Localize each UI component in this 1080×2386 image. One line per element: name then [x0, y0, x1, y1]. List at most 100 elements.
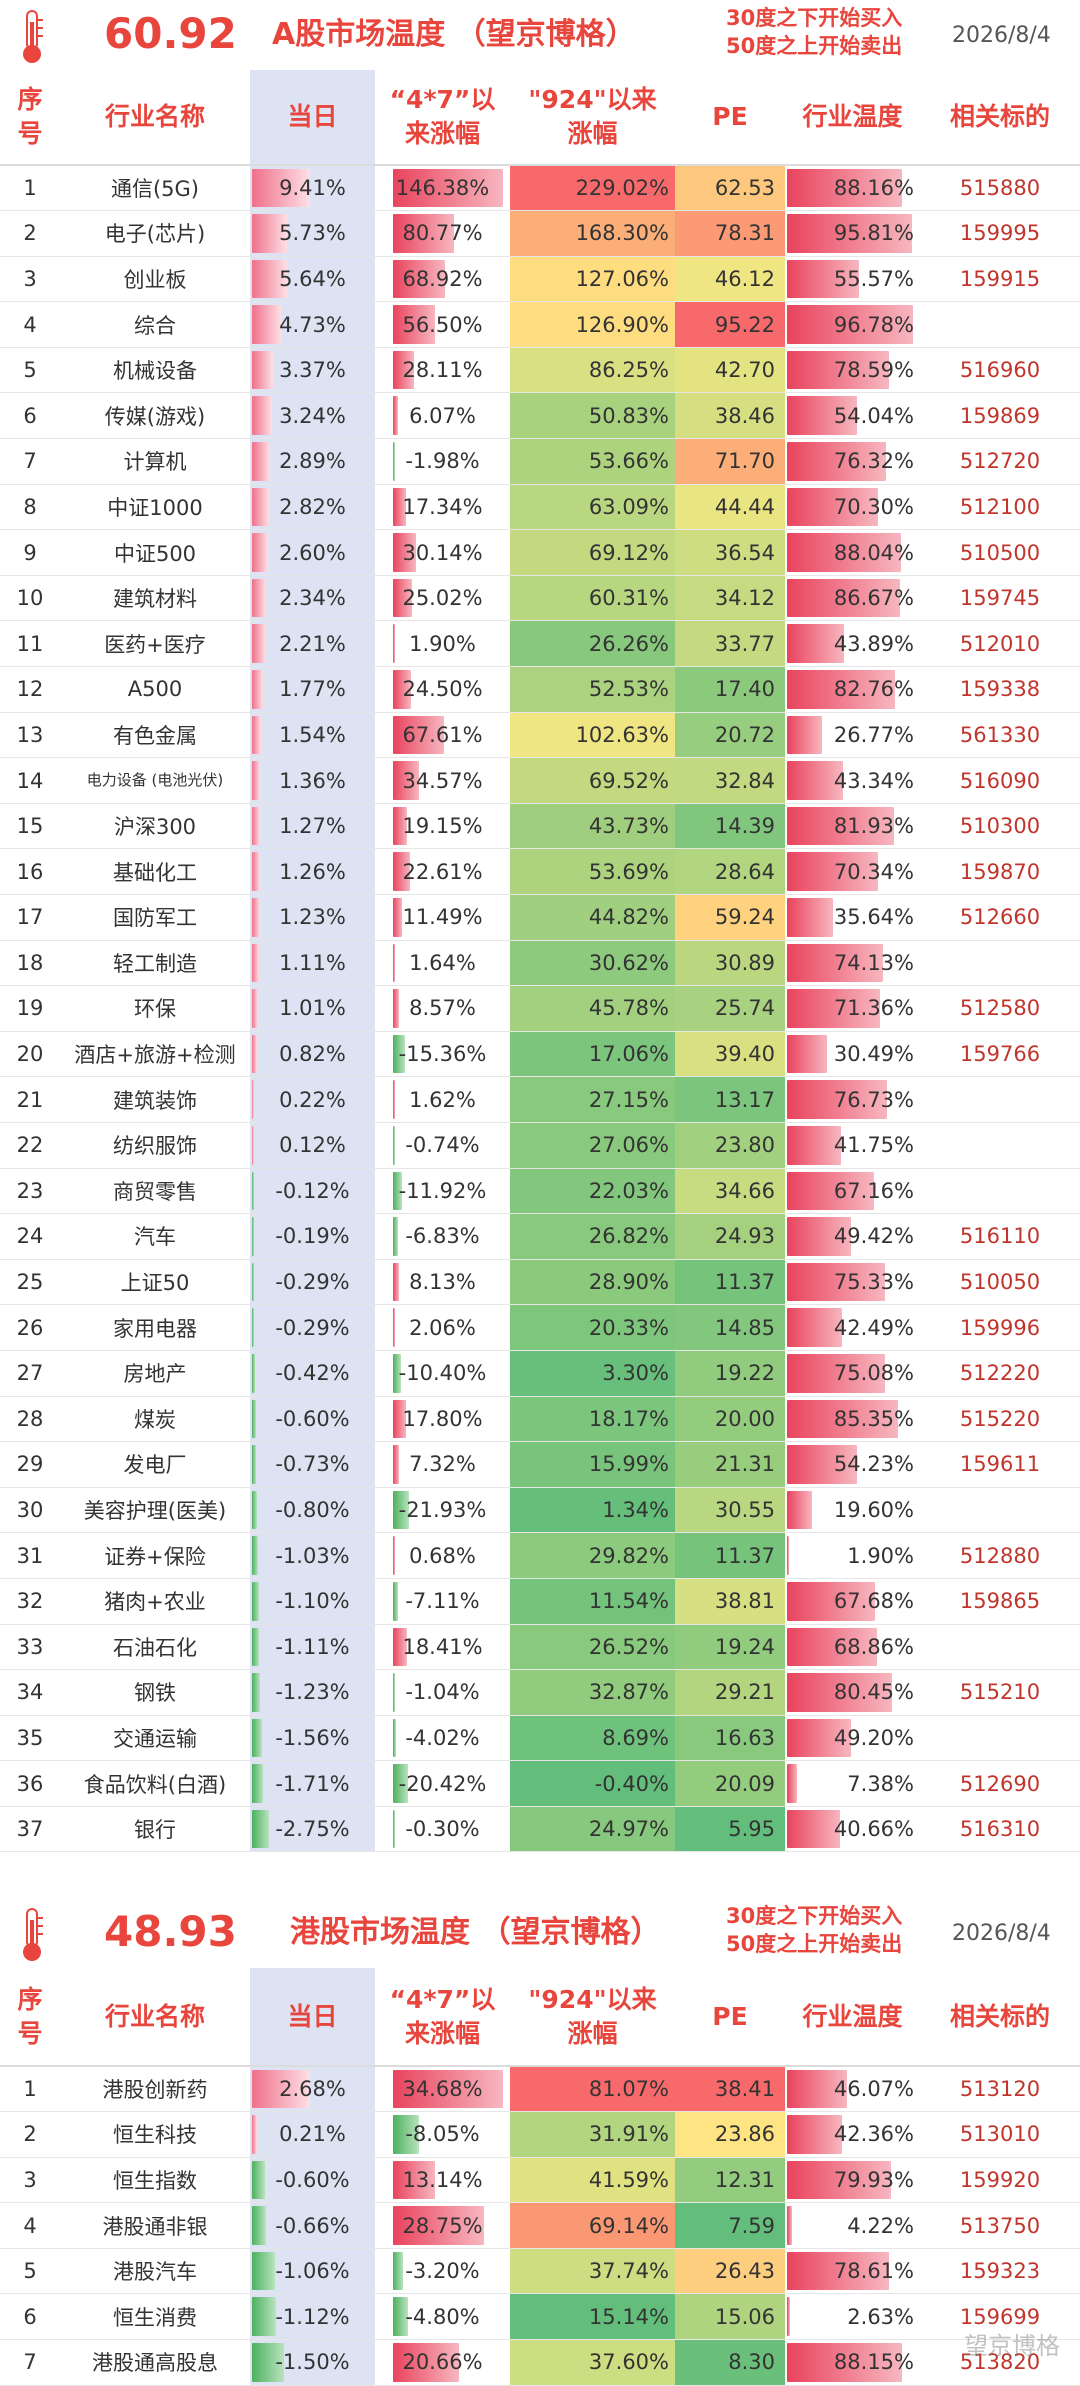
related-code[interactable]: 515220 — [920, 1396, 1080, 1443]
since-47-bar — [393, 487, 407, 527]
table-row[interactable]: 2 恒生科技 0.21% -8.05% 31.91% 23.86 42.36% 513010 — [0, 2111, 1080, 2158]
table-row[interactable]: 1 港股创新药 2.68% 34.68% 81.07% 38.41 46.07% 513120 — [0, 2066, 1080, 2113]
table-row[interactable]: 36 食品饮料(白酒) -1.71% -20.42% -0.40% 20.09 7.38% 5… — [0, 1760, 1080, 1807]
since-47-bar — [393, 898, 402, 937]
table-row[interactable]: 10 建筑材料 2.34% 25.02% 60.31% 34.12 86.67% 159745 — [0, 575, 1080, 622]
table-row[interactable]: 5 机械设备 3.37% 28.11% 86.25% 42.70 78.59% 516960 — [0, 347, 1080, 394]
since-47-value: -0.74% — [405, 1133, 480, 1158]
related-code[interactable]: 159766 — [920, 1031, 1080, 1078]
related-code[interactable]: 510300 — [920, 803, 1080, 850]
table-row[interactable]: 3 恒生指数 -0.60% 13.14% 41.59% 12.31 79.93% 159920 — [0, 2157, 1080, 2204]
related-code[interactable]: 512010 — [920, 620, 1080, 668]
daily-change-bar — [252, 806, 260, 846]
related-code[interactable] — [920, 940, 1080, 987]
related-code[interactable] — [920, 1487, 1080, 1534]
related-code[interactable]: 159995 — [920, 210, 1080, 257]
related-code[interactable]: 512690 — [920, 1760, 1080, 1807]
related-code[interactable] — [920, 301, 1080, 348]
related-code[interactable]: 515210 — [920, 1669, 1080, 1716]
table-row[interactable]: 18 轻工制造 1.11% 1.64% 30.62% 30.89 74.13% — [0, 940, 1080, 987]
table-row[interactable]: 6 传媒(游戏) 3.24% 6.07% 50.83% 38.46 54.04% 159869 — [0, 392, 1080, 440]
related-code[interactable]: 159920 — [920, 2157, 1080, 2204]
related-code[interactable]: 159338 — [920, 666, 1080, 713]
related-code[interactable]: 159611 — [920, 1441, 1080, 1488]
table-row[interactable]: 15 沪深300 1.27% 19.15% 43.73% 14.39 81.93% 51030… — [0, 803, 1080, 850]
related-code[interactable] — [920, 1168, 1080, 1215]
industry-temperature-bar — [787, 1627, 877, 1667]
related-code[interactable]: 159869 — [920, 392, 1080, 440]
table-row[interactable]: 14 电力设备 (电池光伏) 1.36% 34.57% 69.52% 32.84 43.34… — [0, 757, 1080, 804]
related-code[interactable]: 159870 — [920, 848, 1080, 895]
table-row[interactable]: 19 环保 1.01% 8.57% 45.78% 25.74 71.36% 512580 — [0, 985, 1080, 1032]
table-row[interactable]: 25 上证50 -0.29% 8.13% 28.90% 11.37 75.33% 510050 — [0, 1259, 1080, 1306]
since-47-change: -10.40% — [375, 1350, 510, 1397]
related-code[interactable]: 516110 — [920, 1213, 1080, 1260]
daily-change-value: -1.06% — [275, 2259, 350, 2284]
table-row[interactable]: 7 计算机 2.89% -1.98% 53.66% 71.70 76.32% 512720 — [0, 438, 1080, 485]
industry-temperature: 67.68% — [785, 1578, 920, 1625]
table-row[interactable]: 3 创业板 5.64% 68.92% 127.06% 46.12 55.57% 159915 — [0, 256, 1080, 303]
related-code[interactable] — [920, 1122, 1080, 1169]
related-code[interactable] — [920, 1715, 1080, 1762]
table-row[interactable]: 29 发电厂 -0.73% 7.32% 15.99% 21.31 54.23% 159611 — [0, 1441, 1080, 1488]
related-code[interactable]: 159323 — [920, 2248, 1080, 2295]
table-row[interactable]: 37 银行 -2.75% -0.30% 24.97% 5.95 40.66% 516310 — [0, 1806, 1080, 1853]
table-row[interactable]: 2 电子(芯片) 5.73% 80.77% 168.30% 78.31 95.81% 1599… — [0, 210, 1080, 257]
table-row[interactable]: 20 酒店+旅游+检测 0.82% -15.36% 17.06% 39.40 30.49% 1… — [0, 1031, 1080, 1078]
related-code[interactable]: 515880 — [920, 165, 1080, 212]
table-row[interactable]: 24 汽车 -0.19% -6.83% 26.82% 24.93 49.42% 516110 — [0, 1213, 1080, 1260]
related-code[interactable]: 513010 — [920, 2111, 1080, 2158]
table-row[interactable]: 11 医药+医疗 2.21% 1.90% 26.26% 33.77 43.89% 512010 — [0, 620, 1080, 668]
related-code[interactable]: 513120 — [920, 2066, 1080, 2113]
related-code[interactable]: 512720 — [920, 438, 1080, 485]
related-code[interactable]: 159865 — [920, 1578, 1080, 1625]
table-row[interactable]: 22 纺织服饰 0.12% -0.74% 27.06% 23.80 41.75% — [0, 1122, 1080, 1169]
related-code[interactable]: 512660 — [920, 894, 1080, 941]
related-code[interactable]: 512580 — [920, 985, 1080, 1032]
table-row[interactable]: 4 港股通非银 -0.66% 28.75% 69.14% 7.59 4.22% 513750 — [0, 2202, 1080, 2249]
table-row[interactable]: 21 建筑装饰 0.22% 1.62% 27.15% 13.17 76.73% — [0, 1076, 1080, 1123]
related-code[interactable]: 561330 — [920, 712, 1080, 759]
table-row[interactable]: 6 恒生消费 -1.12% -4.80% 15.14% 15.06 2.63% 159699 — [0, 2293, 1080, 2341]
since-47-bar — [393, 305, 436, 344]
related-code[interactable]: 512880 — [920, 1532, 1080, 1579]
daily-change-bar — [252, 1171, 254, 1211]
table-row[interactable]: 1 通信(5G) 9.41% 146.38% 229.02% 62.53 88.16% 515… — [0, 165, 1080, 212]
table-row[interactable]: 4 综合 4.73% 56.50% 126.90% 95.22 96.78% — [0, 301, 1080, 348]
table-row[interactable]: 16 基础化工 1.26% 22.61% 53.69% 28.64 70.34% 159870 — [0, 848, 1080, 895]
table-row[interactable]: 5 港股汽车 -1.06% -3.20% 37.74% 26.43 78.61% 159323 — [0, 2248, 1080, 2295]
related-code[interactable]: 159745 — [920, 575, 1080, 622]
table-row[interactable]: 23 商贸零售 -0.12% -11.92% 22.03% 34.66 67.16% — [0, 1168, 1080, 1215]
table-row[interactable]: 17 国防军工 1.23% 11.49% 44.82% 59.24 35.64% 512660 — [0, 894, 1080, 941]
related-code[interactable] — [920, 1076, 1080, 1123]
table-row[interactable]: 8 中证1000 2.82% 17.34% 63.09% 44.44 70.30% 51210… — [0, 484, 1080, 531]
industry-temperature-value: 96.78% — [833, 312, 914, 337]
table-row[interactable]: 32 猪肉+农业 -1.10% -7.11% 11.54% 38.81 67.68% 1598… — [0, 1578, 1080, 1625]
table-row[interactable]: 9 中证500 2.60% 30.14% 69.12% 36.54 88.04% 510500 — [0, 529, 1080, 576]
table-row[interactable]: 12 A500 1.77% 24.50% 52.53% 17.40 82.76% 159338 — [0, 666, 1080, 713]
related-code[interactable]: 516090 — [920, 757, 1080, 804]
table-row[interactable]: 27 房地产 -0.42% -10.40% 3.30% 19.22 75.08% 512220 — [0, 1350, 1080, 1397]
related-code[interactable] — [920, 1624, 1080, 1671]
table-row[interactable]: 28 煤炭 -0.60% 17.80% 18.17% 20.00 85.35% 515220 — [0, 1396, 1080, 1443]
related-code[interactable]: 512100 — [920, 484, 1080, 531]
table-row[interactable]: 31 证券+保险 -1.03% 0.68% 29.82% 11.37 1.90% 512880 — [0, 1532, 1080, 1579]
related-code[interactable]: 159996 — [920, 1304, 1080, 1351]
table-row[interactable]: 13 有色金属 1.54% 67.61% 102.63% 20.72 26.77% 56133… — [0, 712, 1080, 759]
related-code[interactable]: 159699 — [920, 2293, 1080, 2341]
table-row[interactable]: 33 石油石化 -1.11% 18.41% 26.52% 19.24 68.86% — [0, 1624, 1080, 1671]
related-code[interactable]: 510500 — [920, 529, 1080, 576]
table-row[interactable]: 34 钢铁 -1.23% -1.04% 32.87% 29.21 80.45% 515210 — [0, 1669, 1080, 1716]
related-code[interactable]: 510050 — [920, 1259, 1080, 1306]
table-row[interactable]: 35 交通运输 -1.56% -4.02% 8.69% 16.63 49.20% — [0, 1715, 1080, 1762]
row-index: 9 — [0, 529, 60, 576]
related-code[interactable]: 512220 — [920, 1350, 1080, 1397]
related-code[interactable]: 159915 — [920, 256, 1080, 303]
table-row[interactable]: 30 美容护理(医美) -0.80% -21.93% 1.34% 30.55 19.60% — [0, 1487, 1080, 1534]
related-code[interactable]: 513750 — [920, 2202, 1080, 2249]
related-code[interactable]: 516960 — [920, 347, 1080, 394]
table-row[interactable]: 26 家用电器 -0.29% 2.06% 20.33% 14.85 42.49% 159996 — [0, 1304, 1080, 1351]
buy-rule: 30度之下开始买入 — [726, 6, 903, 30]
related-code[interactable]: 516310 — [920, 1806, 1080, 1853]
table-row[interactable]: 7 港股通高股息 -1.50% 20.66% 37.60% 8.30 88.15% 51382… — [0, 2339, 1080, 2386]
